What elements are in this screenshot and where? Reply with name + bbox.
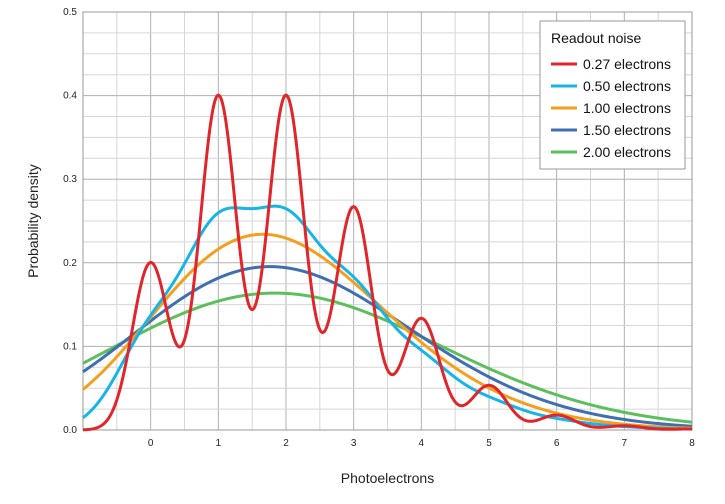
legend-entry-2: 0.50 electrons bbox=[583, 78, 671, 94]
x-tick-label: 5 bbox=[486, 438, 492, 449]
x-tick-label: 6 bbox=[554, 438, 560, 449]
x-tick-label: 4 bbox=[419, 438, 425, 449]
x-axis-label: Photoelectrons bbox=[341, 470, 434, 486]
x-tick-label: 3 bbox=[351, 438, 357, 449]
series-line-3 bbox=[82, 232, 693, 430]
y-tick-label: 0.1 bbox=[63, 341, 77, 352]
series-line-5 bbox=[82, 291, 693, 424]
x-tick-label: 8 bbox=[689, 438, 695, 449]
y-tick-labels: 0.0 0.1 0.2 0.3 0.4 0.5 bbox=[63, 7, 77, 436]
x-tick-labels: 0 1 2 3 4 5 6 7 8 bbox=[148, 438, 695, 449]
y-tick-label: 0.4 bbox=[63, 91, 77, 102]
y-tick-label: 0.0 bbox=[63, 425, 77, 436]
legend-entry-3: 1.00 electrons bbox=[583, 100, 671, 116]
series-line-1 bbox=[82, 93, 693, 432]
x-tick-label: 2 bbox=[283, 438, 289, 449]
legend-box bbox=[539, 20, 686, 170]
plot-frame bbox=[82, 11, 693, 431]
legend: Readout noise 0.27 electrons 0.50 electro… bbox=[539, 20, 686, 170]
y-tick-label: 0.5 bbox=[63, 7, 77, 18]
legend-entry-4: 1.50 electrons bbox=[583, 122, 671, 138]
series-line-2 bbox=[82, 204, 693, 431]
legend-entry-1: 0.27 electrons bbox=[583, 56, 671, 72]
legend-title: Readout noise bbox=[551, 30, 642, 46]
series-lines bbox=[82, 93, 693, 432]
x-tick-label: 0 bbox=[148, 438, 154, 449]
legend-entry-5: 2.00 electrons bbox=[583, 144, 671, 160]
y-tick-label: 0.2 bbox=[63, 258, 77, 269]
legend-items: 0.27 electrons 0.50 electrons 1.00 electro… bbox=[551, 56, 671, 160]
x-tick-label: 7 bbox=[622, 438, 628, 449]
x-tick-label: 1 bbox=[216, 438, 222, 449]
y-tick-label: 0.3 bbox=[63, 174, 77, 185]
y-axis-label: Probability density bbox=[25, 164, 41, 278]
